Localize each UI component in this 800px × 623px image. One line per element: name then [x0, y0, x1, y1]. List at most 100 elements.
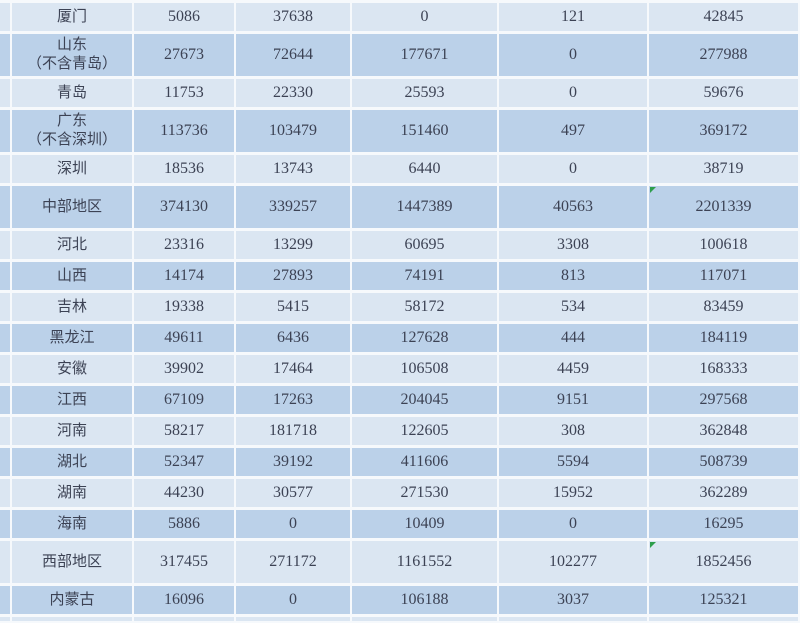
- value-cell[interactable]: 308: [499, 417, 647, 445]
- value-cell[interactable]: 1161552: [352, 541, 497, 583]
- value-cell[interactable]: 508739: [649, 448, 798, 476]
- region-name-cell[interactable]: 河北: [12, 231, 132, 259]
- value-cell[interactable]: 6440: [352, 155, 497, 183]
- leftmost-partial-cell[interactable]: [0, 479, 10, 507]
- region-name-cell[interactable]: 厦门: [12, 3, 132, 31]
- value-cell[interactable]: 271530: [352, 479, 497, 507]
- value-cell[interactable]: 16096: [134, 586, 234, 614]
- value-cell[interactable]: 271172: [236, 541, 350, 583]
- value-cell[interactable]: 67109: [134, 386, 234, 414]
- value-cell[interactable]: 39192: [236, 448, 350, 476]
- value-cell[interactable]: 0: [499, 34, 647, 76]
- value-cell[interactable]: 374130: [134, 186, 234, 228]
- leftmost-partial-cell[interactable]: [0, 34, 10, 76]
- value-cell[interactable]: 362289: [649, 479, 798, 507]
- value-cell[interactable]: 121: [499, 3, 647, 31]
- value-cell[interactable]: 38719: [649, 155, 798, 183]
- leftmost-partial-cell[interactable]: [0, 448, 10, 476]
- value-cell[interactable]: 277988: [649, 34, 798, 76]
- value-cell[interactable]: 15952: [499, 479, 647, 507]
- value-cell[interactable]: 168333: [649, 355, 798, 383]
- leftmost-partial-cell[interactable]: [0, 231, 10, 259]
- value-cell[interactable]: [499, 617, 647, 621]
- value-cell[interactable]: 1852456: [649, 541, 798, 583]
- leftmost-partial-cell[interactable]: [0, 510, 10, 538]
- value-cell[interactable]: 22330: [236, 79, 350, 107]
- value-cell[interactable]: 100618: [649, 231, 798, 259]
- value-cell[interactable]: [236, 617, 350, 621]
- value-cell[interactable]: 44230: [134, 479, 234, 507]
- leftmost-partial-cell[interactable]: [0, 617, 10, 621]
- leftmost-partial-cell[interactable]: [0, 324, 10, 352]
- leftmost-partial-cell[interactable]: [0, 293, 10, 321]
- value-cell[interactable]: 151460: [352, 110, 497, 152]
- leftmost-partial-cell[interactable]: [0, 355, 10, 383]
- value-cell[interactable]: 5594: [499, 448, 647, 476]
- value-cell[interactable]: 0: [499, 510, 647, 538]
- value-cell[interactable]: 30577: [236, 479, 350, 507]
- region-name-cell[interactable]: 海南: [12, 510, 132, 538]
- value-cell[interactable]: 14174: [134, 262, 234, 290]
- value-cell[interactable]: 58172: [352, 293, 497, 321]
- region-name-cell[interactable]: 吉林: [12, 293, 132, 321]
- leftmost-partial-cell[interactable]: [0, 386, 10, 414]
- value-cell[interactable]: 25593: [352, 79, 497, 107]
- value-cell[interactable]: 58217: [134, 417, 234, 445]
- value-cell[interactable]: 19338: [134, 293, 234, 321]
- value-cell[interactable]: 5415: [236, 293, 350, 321]
- value-cell[interactable]: 181718: [236, 417, 350, 445]
- value-cell[interactable]: 11753: [134, 79, 234, 107]
- value-cell[interactable]: 27893: [236, 262, 350, 290]
- region-name-cell[interactable]: 江西: [12, 386, 132, 414]
- value-cell[interactable]: [649, 617, 798, 621]
- leftmost-partial-cell[interactable]: [0, 586, 10, 614]
- value-cell[interactable]: 16295: [649, 510, 798, 538]
- value-cell[interactable]: 49611: [134, 324, 234, 352]
- value-cell[interactable]: 362848: [649, 417, 798, 445]
- value-cell[interactable]: 184119: [649, 324, 798, 352]
- value-cell[interactable]: 103479: [236, 110, 350, 152]
- region-name-cell[interactable]: 湖北: [12, 448, 132, 476]
- value-cell[interactable]: 42845: [649, 3, 798, 31]
- value-cell[interactable]: 74191: [352, 262, 497, 290]
- value-cell[interactable]: 72644: [236, 34, 350, 76]
- value-cell[interactable]: 3037: [499, 586, 647, 614]
- value-cell[interactable]: 339257: [236, 186, 350, 228]
- value-cell[interactable]: 1447389: [352, 186, 497, 228]
- value-cell[interactable]: 102277: [499, 541, 647, 583]
- value-cell[interactable]: 113736: [134, 110, 234, 152]
- value-cell[interactable]: 60695: [352, 231, 497, 259]
- value-cell[interactable]: 204045: [352, 386, 497, 414]
- region-name-cell[interactable]: 河南: [12, 417, 132, 445]
- value-cell[interactable]: 23316: [134, 231, 234, 259]
- value-cell[interactable]: 6436: [236, 324, 350, 352]
- value-cell[interactable]: 3308: [499, 231, 647, 259]
- value-cell[interactable]: 39902: [134, 355, 234, 383]
- region-name-cell[interactable]: 山东 （不含青岛）: [12, 34, 132, 76]
- value-cell[interactable]: 2201339: [649, 186, 798, 228]
- value-cell[interactable]: 0: [499, 79, 647, 107]
- value-cell[interactable]: 10409: [352, 510, 497, 538]
- region-name-cell[interactable]: [12, 617, 132, 621]
- leftmost-partial-cell[interactable]: [0, 3, 10, 31]
- value-cell[interactable]: 0: [236, 510, 350, 538]
- leftmost-partial-cell[interactable]: [0, 110, 10, 152]
- value-cell[interactable]: 37638: [236, 3, 350, 31]
- value-cell[interactable]: 177671: [352, 34, 497, 76]
- value-cell[interactable]: 17263: [236, 386, 350, 414]
- leftmost-partial-cell[interactable]: [0, 186, 10, 228]
- value-cell[interactable]: [352, 617, 497, 621]
- region-name-cell[interactable]: 广东 （不含深圳）: [12, 110, 132, 152]
- value-cell[interactable]: 17464: [236, 355, 350, 383]
- value-cell[interactable]: 13299: [236, 231, 350, 259]
- value-cell[interactable]: 106188: [352, 586, 497, 614]
- leftmost-partial-cell[interactable]: [0, 79, 10, 107]
- value-cell[interactable]: 497: [499, 110, 647, 152]
- value-cell[interactable]: 127628: [352, 324, 497, 352]
- value-cell[interactable]: 83459: [649, 293, 798, 321]
- region-name-cell[interactable]: 深圳: [12, 155, 132, 183]
- value-cell[interactable]: 0: [499, 155, 647, 183]
- leftmost-partial-cell[interactable]: [0, 541, 10, 583]
- value-cell[interactable]: 18536: [134, 155, 234, 183]
- value-cell[interactable]: 59676: [649, 79, 798, 107]
